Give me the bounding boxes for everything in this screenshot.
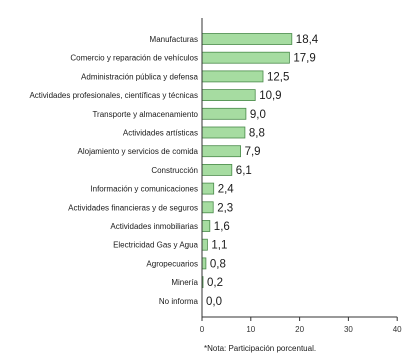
x-tick-label: 20: [295, 325, 304, 334]
category-label: Información y comunicaciones: [90, 185, 198, 194]
value-label: 7,9: [245, 146, 261, 158]
x-tick-label: 0: [200, 325, 205, 334]
x-axis-ticks: 0 10 20 30 40: [200, 317, 402, 334]
category-label: Alojamiento y servicios de comida: [78, 147, 199, 156]
category-label: Electricidad Gas y Agua: [113, 241, 198, 250]
value-label: 1,6: [214, 221, 230, 233]
value-label: 18,4: [296, 34, 319, 46]
category-label: Comercio y reparación de vehículos: [70, 54, 198, 63]
chart-note: *Nota: Participación porcentual.: [204, 344, 316, 353]
bar: [201, 107, 247, 120]
bar: [201, 257, 207, 270]
bar: [201, 163, 233, 176]
value-label: 2,3: [217, 202, 233, 214]
x-tick-label: 40: [393, 325, 402, 334]
bar: [201, 145, 241, 158]
category-label: Actividades financieras y de seguros: [68, 203, 198, 212]
value-label: 0,0: [206, 296, 222, 308]
category-label: Actividades artísticas: [123, 129, 198, 138]
category-label: Construcción: [151, 166, 198, 175]
category-label: Minería: [171, 278, 198, 287]
value-label: 0,2: [207, 277, 223, 289]
value-label: 9,0: [250, 109, 266, 121]
bar: [201, 51, 290, 64]
category-label: Manufacturas: [150, 35, 198, 44]
bar: [201, 126, 246, 139]
value-label: 1,1: [211, 240, 227, 252]
category-label: No informa: [159, 297, 199, 306]
value-label: 10,9: [259, 90, 281, 102]
bar: [201, 182, 215, 195]
x-tick-label: 10: [246, 325, 255, 334]
bar: [201, 70, 264, 83]
bar: [201, 89, 256, 101]
value-label: 17,9: [293, 53, 315, 65]
category-label: Actividades inmobiliarias: [110, 222, 198, 231]
bar: [201, 201, 214, 214]
bar: [201, 33, 293, 45]
bar: [201, 220, 211, 232]
value-label: 12,5: [267, 71, 289, 83]
category-label: Administración pública y defensa: [81, 72, 199, 81]
x-tick-label: 30: [344, 325, 353, 334]
value-label: 6,1: [236, 165, 252, 177]
category-labels: Manufacturas Comercio y reparación de veh…: [29, 35, 198, 306]
value-label: 8,8: [249, 128, 265, 140]
bar: [201, 238, 208, 251]
value-label: 0,8: [210, 258, 226, 270]
category-label: Transporte y almacenamiento: [92, 110, 198, 119]
category-label: Agropecuarios: [146, 259, 198, 268]
value-labels: 18,4 17,9 12,5 10,9 9,0 8,8 7,9 6,12,4 2,3 1,6 1,1…: [206, 34, 319, 308]
category-label: Actividades profesionales, científicas y…: [29, 91, 198, 100]
value-label: 2,4: [218, 184, 235, 196]
